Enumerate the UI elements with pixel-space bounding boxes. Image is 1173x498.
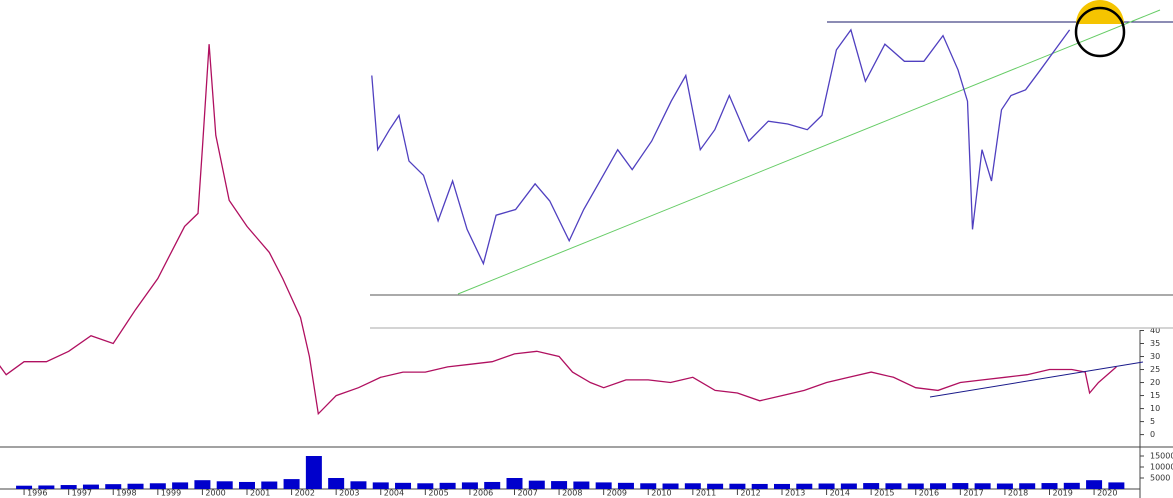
x-tick-label: 1998 — [116, 489, 136, 498]
volume-bar — [484, 481, 501, 489]
volume-bar — [82, 484, 99, 489]
y-tick-label: 40 — [1150, 326, 1160, 335]
y-tick-label: 0 — [1150, 430, 1155, 439]
price-line — [0, 44, 1117, 416]
volume-bar — [1086, 480, 1103, 489]
x-tick-label: 2001 — [250, 489, 270, 498]
volume-bar — [1019, 483, 1036, 489]
volume-bar — [261, 481, 278, 489]
x-tick-label: 2012 — [740, 489, 760, 498]
volume-bar — [885, 483, 902, 489]
x-tick-label: 2020 — [1097, 489, 1117, 498]
x-tick-label: 1999 — [161, 489, 181, 498]
y-tick-label: 15000 — [1150, 452, 1173, 461]
volume-bar — [194, 480, 211, 489]
volume-bar — [974, 483, 991, 489]
volume-bar — [60, 485, 77, 489]
volume-bar — [395, 482, 412, 489]
volume-bar — [818, 483, 835, 489]
x-tick-label: 2006 — [473, 489, 493, 498]
volume-bar — [751, 483, 768, 489]
volume-bar — [952, 483, 969, 489]
volume-bar — [305, 456, 322, 489]
volume-bar — [283, 479, 300, 489]
x-tick-label: 2011 — [696, 489, 716, 498]
main-panel: 0 5 10 15 20 25 30 35 40 1996 1997 1998 1999 2000 2001… — [0, 44, 1173, 498]
x-tick-label: 2003 — [339, 489, 359, 498]
x-tick-label: 2014 — [830, 489, 850, 498]
volume-bar — [506, 478, 523, 489]
volume-bar — [127, 483, 144, 489]
volume-bar — [16, 485, 33, 489]
x-tick-label: 2000 — [205, 489, 225, 498]
volume-bar — [350, 481, 367, 489]
highlight-circle — [1074, 6, 1126, 58]
y-tick-label: 10000 — [1150, 463, 1173, 472]
y-tick-label: 35 — [1150, 339, 1160, 348]
volume-bar — [595, 482, 612, 489]
highlight-fill — [1076, 0, 1124, 24]
volume-bar — [773, 483, 790, 489]
volume-bar — [930, 483, 947, 489]
x-tick-label: 1997 — [72, 489, 92, 498]
volume-bar — [684, 483, 701, 489]
volume-bar — [372, 482, 389, 489]
y-tick-label: 30 — [1150, 352, 1160, 361]
x-tick-label: 2007 — [517, 489, 537, 498]
volume-bar — [729, 483, 746, 489]
x-tick-label: 2016 — [919, 489, 939, 498]
x-tick-label: 2010 — [651, 489, 671, 498]
trend-line — [929, 361, 1144, 398]
volume-bar — [216, 481, 233, 489]
volume-bar — [863, 483, 880, 489]
y-tick-label: 5000 — [1150, 474, 1170, 483]
y-tick-label: 20 — [1150, 378, 1160, 387]
price-line — [371, 28, 1071, 266]
x-tick-label: 2002 — [295, 489, 315, 498]
volume-bar — [38, 485, 55, 489]
x-tick-label: 2013 — [785, 489, 805, 498]
volume-bar — [238, 481, 255, 489]
volume-bar — [149, 483, 166, 489]
volume-bar — [1108, 482, 1125, 489]
volume-bar — [640, 483, 657, 489]
x-tick-label: 2005 — [428, 489, 448, 498]
volume-bar — [617, 482, 634, 489]
volume-bar — [328, 478, 345, 489]
x-tick-label: 2018 — [1008, 489, 1028, 498]
x-tick-label: 2004 — [384, 489, 404, 498]
volume-bar — [105, 484, 122, 489]
volume-bar — [439, 482, 456, 489]
volume-bar — [662, 483, 679, 489]
y-tick-label: 25 — [1150, 365, 1160, 374]
x-tick-label: 2008 — [562, 489, 582, 498]
x-tick-label: 2015 — [874, 489, 894, 498]
support-line — [457, 9, 1161, 295]
volume-bar — [796, 483, 813, 489]
volume-bar — [996, 483, 1013, 489]
volume-bar — [840, 483, 857, 489]
volume-bar — [907, 483, 924, 489]
y-tick-label: 15 — [1150, 391, 1160, 400]
x-tick-label: 2009 — [607, 489, 627, 498]
volume-bar — [172, 482, 189, 489]
inset-background — [370, 0, 1173, 328]
inset-panel — [370, 0, 1173, 329]
x-tick-label: 2017 — [963, 489, 983, 498]
volume-bar — [551, 481, 568, 489]
x-tick-label: 2019 — [1052, 489, 1072, 498]
volume-bar — [1041, 483, 1058, 489]
volume-bar — [707, 483, 724, 489]
volume-bar — [528, 480, 545, 489]
volume-bar — [1063, 482, 1080, 489]
volume-bar — [461, 482, 478, 489]
y-tick-label: 5 — [1150, 417, 1155, 426]
y-tick-label: 10 — [1150, 404, 1160, 413]
x-tick-label: 1996 — [27, 489, 47, 498]
volume-bar — [573, 481, 590, 489]
volume-bar — [417, 483, 434, 489]
